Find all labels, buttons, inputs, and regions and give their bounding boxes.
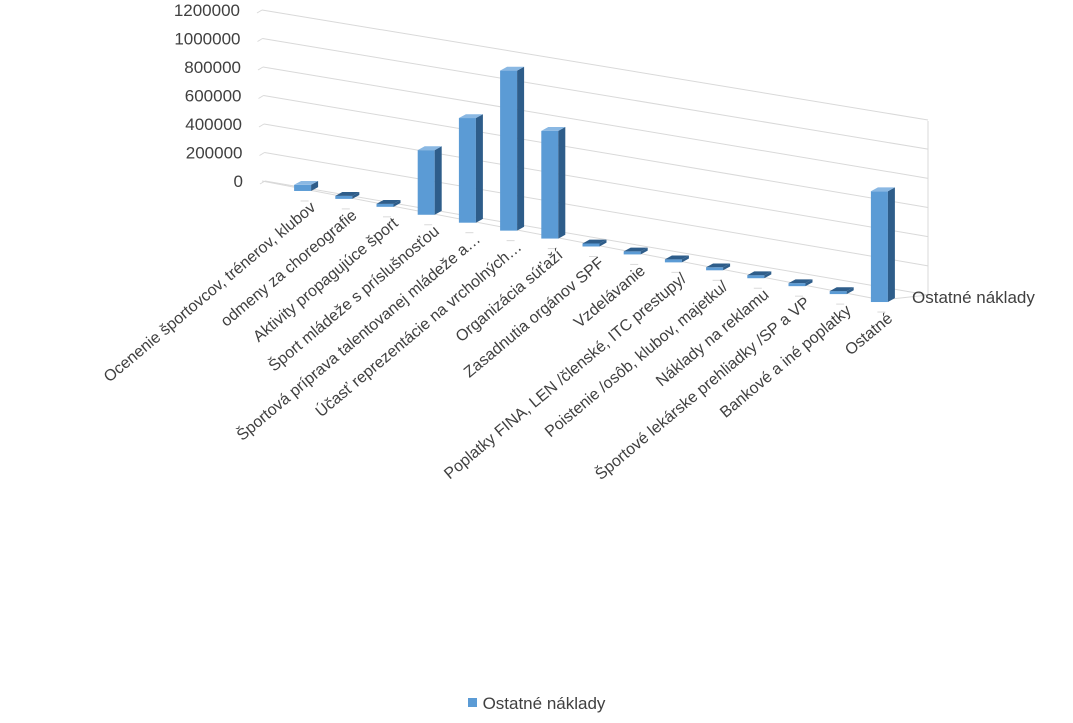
gridline — [261, 9, 929, 121]
bar-front — [541, 130, 559, 239]
bar-side — [393, 199, 401, 207]
bar-side — [887, 187, 895, 303]
bar-front — [376, 203, 394, 207]
bar-layer — [294, 66, 895, 303]
bar-front — [294, 184, 312, 191]
y-tick-label: 400000 — [185, 115, 242, 134]
bar-front — [458, 118, 476, 223]
bar-front — [747, 275, 765, 279]
bar-side — [517, 66, 525, 231]
bar-top — [417, 146, 442, 151]
y-tick-label: 1000000 — [174, 30, 240, 49]
bar-side — [723, 263, 731, 271]
bar-front — [582, 243, 600, 247]
y-tick-label: 200000 — [186, 144, 243, 163]
bar-top — [376, 199, 401, 204]
bar-side — [352, 192, 360, 199]
bar-top — [623, 247, 648, 252]
bar-front — [335, 195, 353, 199]
bar-front — [870, 191, 888, 303]
bar-top — [664, 255, 689, 260]
gridline-wall — [258, 123, 265, 128]
bar-side — [434, 146, 442, 215]
bar-top — [829, 287, 854, 292]
depth-axis-label: Ostatné náklady — [912, 288, 1035, 307]
bar-top — [335, 192, 360, 196]
bar-top — [706, 263, 731, 268]
bar-top — [500, 66, 525, 71]
y-tick-label: 600000 — [185, 87, 242, 106]
bar-top — [870, 187, 895, 192]
bar-side — [599, 239, 607, 247]
bar-side — [558, 126, 566, 239]
gridline-wall — [258, 95, 264, 99]
bar-top — [294, 180, 319, 185]
bar-side — [681, 255, 689, 263]
label-layer: 0 200000 400000 600000 800000 1000000 1200000 O… — [101, 1, 1035, 484]
legend: Ostatné náklady — [0, 694, 1073, 714]
y-tick-label: 0 — [234, 172, 243, 191]
x-tick-label: Poistenie /osôb, klubov, majetku/ — [542, 278, 732, 441]
bar-top — [788, 279, 813, 284]
bar-front — [623, 251, 641, 255]
bar-front — [706, 267, 724, 271]
gridline — [264, 152, 929, 267]
floor-front-edge — [261, 180, 883, 301]
bar-top — [747, 271, 772, 276]
bar-side — [846, 287, 854, 295]
legend-label: Ostatné náklady — [482, 694, 606, 713]
bar-front — [500, 70, 518, 231]
gridline — [264, 180, 929, 296]
gridline — [262, 38, 929, 150]
y-tick-label: 1200000 — [174, 1, 240, 20]
bar-side — [475, 114, 483, 223]
bar-side — [764, 271, 772, 279]
bar-side — [311, 180, 319, 191]
bar-side — [640, 247, 648, 255]
legend-swatch — [467, 698, 477, 708]
bar-front — [829, 291, 847, 295]
gridline-wall — [256, 9, 263, 14]
gridline — [263, 123, 929, 238]
gridline-wall — [257, 66, 264, 71]
gridline — [263, 95, 929, 208]
bar-front — [664, 259, 682, 263]
bar-top — [582, 239, 607, 244]
bar-front — [788, 283, 806, 287]
bar-side — [805, 279, 813, 287]
bar-top — [541, 126, 566, 131]
gridline-wall — [259, 152, 265, 156]
gridline — [262, 66, 929, 179]
gridline-wall — [257, 38, 263, 42]
bar-front — [417, 150, 435, 215]
y-tick-label: 800000 — [184, 58, 241, 77]
bar-top — [458, 114, 483, 119]
grid-layer — [256, 9, 929, 313]
